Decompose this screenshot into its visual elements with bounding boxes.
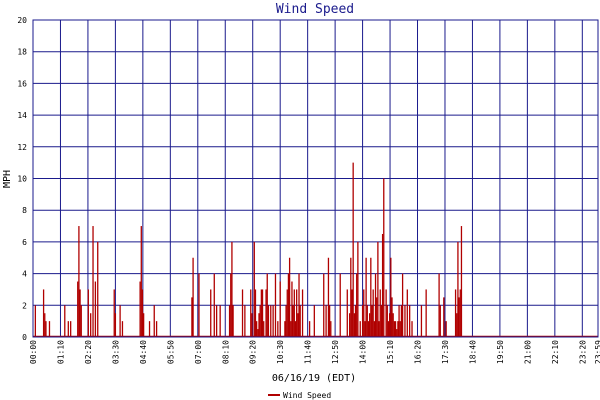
x-tick-label: 10:30	[276, 340, 285, 364]
y-tick-label: 20	[17, 16, 27, 25]
x-tick-label: 05:50	[166, 340, 175, 364]
x-tick-label: 12:50	[331, 340, 340, 364]
y-tick-label: 14	[17, 111, 27, 120]
x-tick-label: 02:20	[84, 340, 93, 364]
legend-label: Wind Speed	[283, 391, 331, 400]
x-tick-labels: 00:00 01:10 02:20 03:30 04:40 05:50 07:00 08:10…	[29, 340, 600, 364]
plot-border	[32, 19, 599, 338]
x-tick-label: 14:00	[359, 340, 368, 364]
y-axis-label: MPH	[2, 170, 13, 188]
x-tick-label: 17:30	[441, 340, 450, 364]
chart-legend: Wind Speed	[268, 391, 331, 400]
chart-bars	[33, 162, 598, 338]
chart-title: Wind Speed	[276, 2, 354, 17]
y-tick-label: 6	[22, 238, 27, 247]
x-tick-label: 08:10	[221, 340, 230, 364]
y-tick-label: 18	[17, 48, 27, 57]
y-tick-label: 16	[17, 79, 27, 88]
x-tick-label: 00:00	[29, 340, 38, 364]
y-tick-label: 4	[22, 270, 27, 279]
x-tick-label: 09:20	[249, 340, 258, 364]
y-tick-label: 12	[17, 143, 27, 152]
x-axis-label: 06/16/19 (EDT)	[272, 373, 356, 384]
x-tick-label: 07:00	[194, 340, 203, 364]
y-tick-label: 0	[22, 333, 27, 342]
x-tick-label: 18:40	[468, 340, 477, 364]
x-tick-label: 19:50	[496, 340, 505, 364]
x-tick-label: 22:10	[551, 340, 560, 364]
y-tick-label: 8	[22, 206, 27, 215]
x-tick-label: 23:20	[578, 340, 587, 364]
y-tick-labels: 0 2 4 6 8 10 12 14 16 18 20	[17, 16, 27, 342]
x-tick-label: 16:20	[414, 340, 423, 364]
x-tick-label: 04:40	[139, 340, 148, 364]
x-tick-label: 23:59	[594, 340, 600, 364]
x-tick-label: 21:00	[523, 340, 532, 364]
x-tick-label: 15:10	[386, 340, 395, 364]
plot-frame	[32, 19, 599, 338]
y-tick-label: 2	[22, 301, 27, 310]
x-tick-label: 11:40	[304, 340, 313, 364]
x-tick-label: 01:10	[56, 340, 65, 364]
x-tick-label: 03:30	[111, 340, 120, 364]
y-tick-label: 10	[17, 175, 27, 184]
chart-grid	[32, 19, 599, 338]
